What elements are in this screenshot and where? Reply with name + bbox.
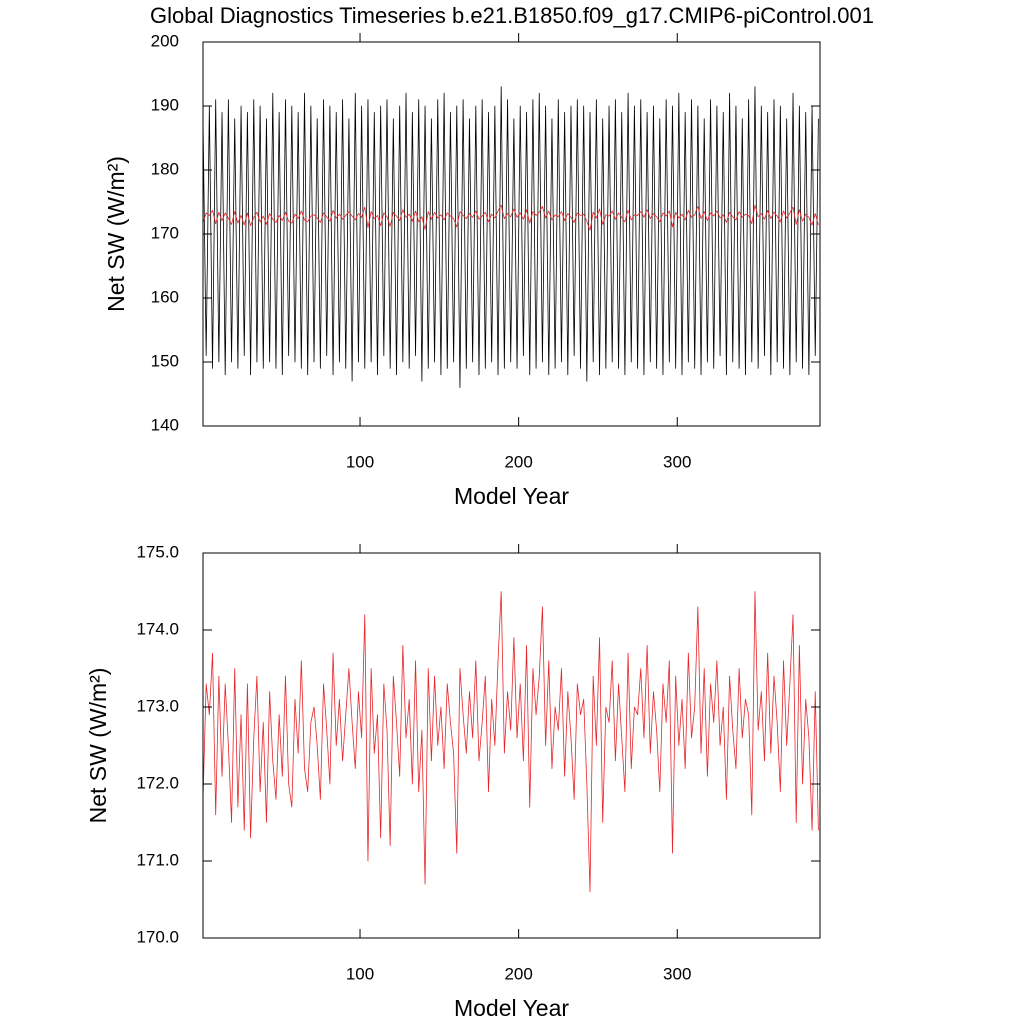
y-tick-label: 160	[151, 287, 179, 306]
y-tick-label: 150	[151, 351, 179, 370]
x-tick-label: 300	[663, 964, 691, 983]
x-tick-label: 200	[504, 452, 532, 471]
y-tick-label: 175.0	[136, 542, 179, 561]
x-tick-label: 100	[346, 964, 374, 983]
y-tick-label: 173.0	[136, 696, 179, 715]
data-line	[203, 86, 819, 388]
y-tick-label: 170.0	[136, 927, 179, 946]
y-tick-label: 180	[151, 159, 179, 178]
y-tick-label: 174.0	[136, 619, 179, 638]
x-tick-label: 300	[663, 452, 691, 471]
data-line	[203, 204, 819, 231]
plot-frame	[202, 41, 821, 427]
x-tick-label: 200	[504, 964, 532, 983]
x-axis-label: Model Year	[454, 483, 569, 509]
y-tick-label: 170	[151, 223, 179, 242]
x-tick-label: 100	[346, 452, 374, 471]
y-tick-label: 172.0	[136, 773, 179, 792]
y-tick-label: 140	[151, 415, 179, 434]
y-axis-label: Net SW (W/m²)	[103, 156, 129, 312]
chart-title: Global Diagnostics Timeseries b.e21.B185…	[150, 3, 874, 28]
x-axis-label: Model Year	[454, 995, 569, 1021]
data-line	[203, 591, 819, 893]
y-tick-label: 190	[151, 95, 179, 114]
y-axis-label: Net SW (W/m²)	[85, 668, 111, 824]
y-tick-label: 171.0	[136, 850, 179, 869]
y-tick-label: 200	[151, 31, 179, 50]
plot-frame	[202, 552, 821, 939]
